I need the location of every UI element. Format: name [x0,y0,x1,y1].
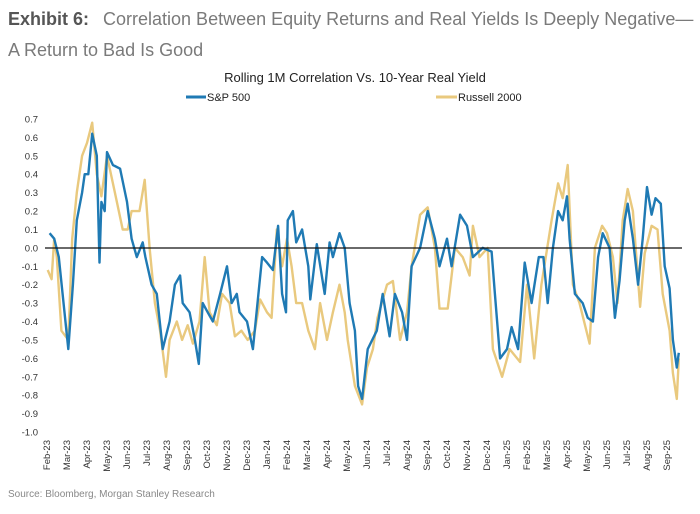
y-tick-label: -0.2 [22,280,38,291]
y-axis: 0.7 0.6 0.5 0.4 0.3 0.2 0.1 0.0 -0.1 -0.2 -0.3 -0.4… [22,115,38,439]
y-tick-label: 0.2 [25,207,38,218]
x-tick-label: Mar-23 [62,440,73,470]
x-tick-label: Sep-24 [422,440,433,471]
y-tick-label: -0.1 [22,262,38,273]
x-tick-label: Mar-24 [302,440,313,470]
x-tick-label: May-25 [582,440,593,472]
x-tick-label: Jul-25 [622,440,633,466]
x-tick-label: Apr-25 [562,440,573,469]
x-tick-label: Jun-24 [362,440,373,469]
exhibit-label: Exhibit 6: [8,9,90,29]
x-tick-label: Aug-24 [402,440,413,471]
x-tick-label: May-24 [342,440,353,472]
x-tick-label: Aug-23 [162,440,173,471]
x-tick-label: Feb-24 [282,440,293,470]
y-tick-label: 0.1 [25,225,38,236]
x-tick-label: Jun-25 [602,440,613,469]
y-tick-label: -0.7 [22,372,38,383]
x-tick-label: Oct-24 [442,440,453,469]
x-tick-label: Aug-25 [642,440,653,471]
x-tick-label: Feb-25 [522,440,533,470]
x-tick-label: Apr-24 [322,440,333,469]
x-tick-label: Jun-23 [122,440,133,469]
x-tick-label: Jan-25 [502,440,513,469]
x-tick-label: Oct-23 [202,440,213,469]
x-tick-label: Dec-23 [242,440,253,471]
legend-label-sp500: S&P 500 [207,92,250,104]
x-tick-label: May-23 [102,440,113,472]
y-tick-label: 0.4 [25,170,38,181]
source-note: Source: Bloomberg, Morgan Stanley Resear… [8,489,215,500]
x-tick-label: Feb-23 [42,440,53,470]
x-tick-label: Nov-23 [222,440,233,471]
legend-label-russell2000: Russell 2000 [458,92,522,104]
x-tick-label: Sep-23 [182,440,193,471]
exhibit-title: Correlation Between Equity Returns and R… [8,9,694,60]
x-tick-label: Apr-23 [82,440,93,469]
y-tick-label: -0.6 [22,354,38,365]
y-tick-label: -1.0 [22,428,38,439]
y-tick-label: 0.5 [25,151,38,162]
series-line-sp500 [48,132,680,401]
y-tick-label: 0.3 [25,188,38,199]
x-tick-label: Jan-24 [262,440,273,469]
x-tick-label: Dec-24 [482,440,493,471]
x-tick-label: Mar-25 [542,440,553,470]
x-tick-label: Jul-24 [382,440,393,466]
y-tick-label: -0.4 [22,317,38,328]
x-tick-label: Sep-25 [662,440,673,471]
chart-title: Rolling 1M Correlation Vs. 10-Year Real … [224,70,486,85]
y-tick-label: 0.6 [25,133,38,144]
series-lines [46,121,680,406]
exhibit-header: Exhibit 6: Correlation Between Equity Ret… [8,4,698,66]
y-tick-label: 0.7 [25,115,38,126]
x-tick-label: Nov-24 [462,440,473,471]
x-axis: Feb-23 Mar-23 Apr-23 May-23 Jun-23 Jul-23 Aug-… [42,440,673,472]
y-tick-label: -0.5 [22,335,38,346]
x-tick-label: Jul-23 [142,440,153,466]
series-line-russell2000 [46,121,680,406]
y-tick-label: 0.0 [25,243,38,254]
y-tick-label: -0.3 [22,299,38,310]
y-tick-label: -0.9 [22,409,38,420]
y-tick-label: -0.8 [22,391,38,402]
